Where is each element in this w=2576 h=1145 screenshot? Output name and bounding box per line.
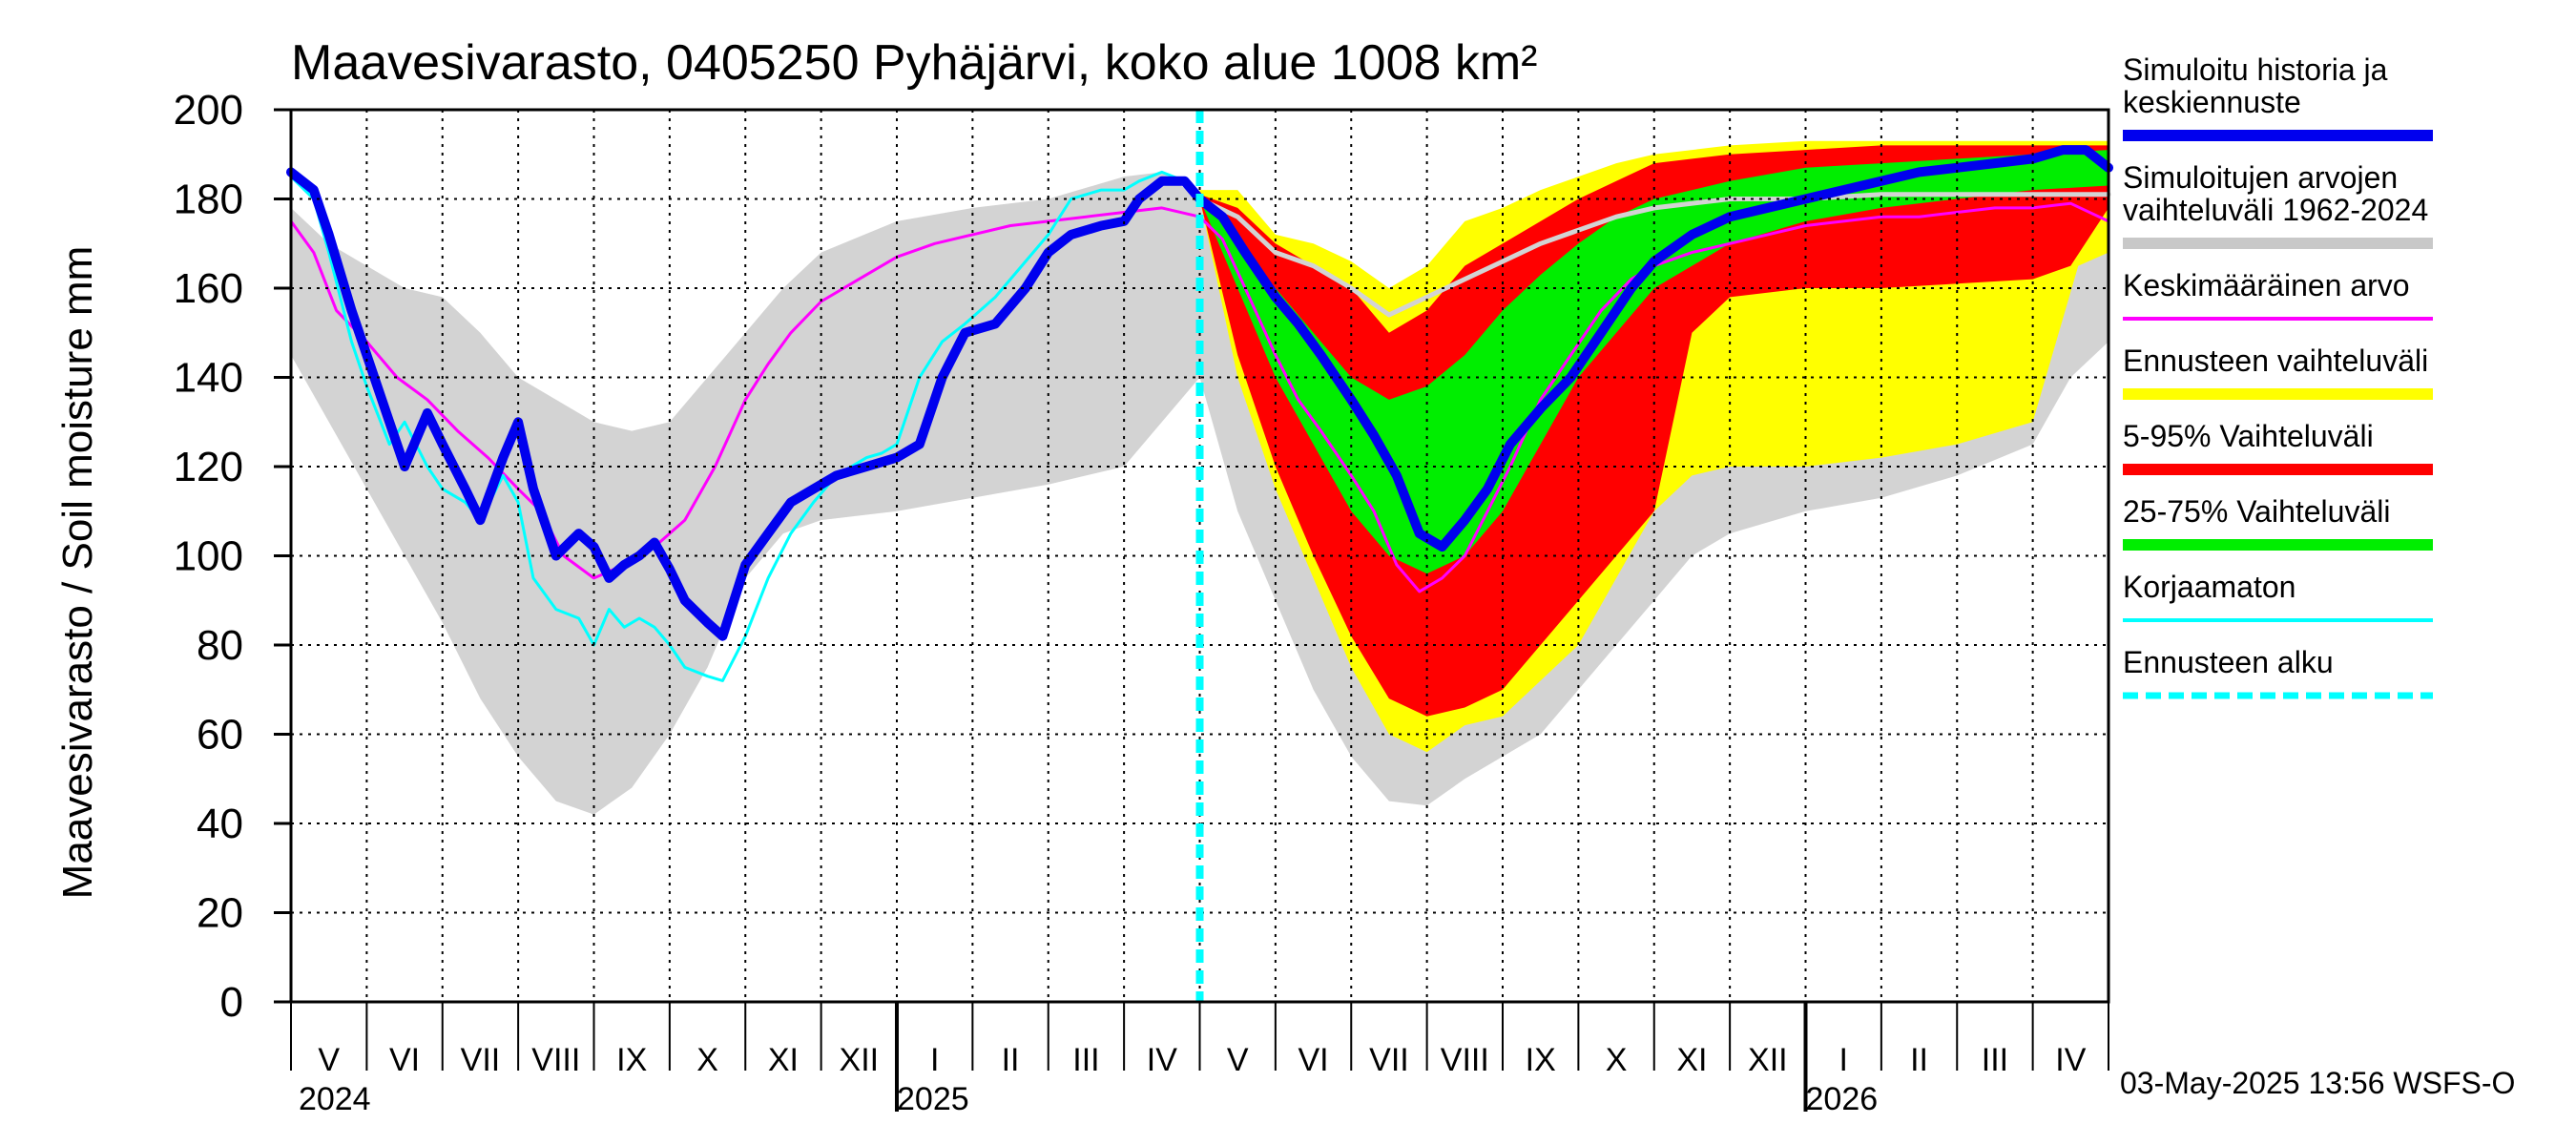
month-label: III	[1072, 1042, 1099, 1078]
ytick-label: 120	[174, 444, 243, 490]
year-label: 2026	[1806, 1081, 1879, 1117]
ytick-label: 0	[220, 979, 243, 1026]
ytick-label: 200	[174, 87, 243, 134]
grid-layer	[291, 110, 2109, 1002]
month-label: I	[930, 1042, 939, 1078]
month-label: V	[318, 1042, 340, 1078]
month-label: IX	[1526, 1042, 1556, 1078]
month-label: X	[696, 1042, 718, 1078]
month-label: III	[1982, 1042, 2008, 1078]
legend-label-fc: Ennusteen vaihteluväli	[2123, 344, 2428, 378]
month-label: II	[1910, 1042, 1928, 1078]
month-label: VI	[389, 1042, 420, 1078]
legend-label-mean: Keskimääräinen arvo	[2123, 268, 2410, 302]
ytick-label: 20	[197, 890, 243, 937]
legend-label-sim: Simuloitu historia ja	[2123, 52, 2388, 87]
year-label: 2025	[897, 1081, 969, 1117]
legend-label-p595: 5-95% Vaihteluväli	[2123, 419, 2374, 453]
month-label: X	[1606, 1042, 1628, 1078]
legend-label-sim: keskiennuste	[2123, 85, 2301, 119]
month-label: VI	[1298, 1042, 1329, 1078]
month-label: I	[1839, 1042, 1847, 1078]
uncorrected-line	[289, 170, 1201, 682]
month-label: XI	[1676, 1042, 1707, 1078]
month-label: VIII	[1441, 1042, 1489, 1078]
month-label: IV	[1147, 1042, 1177, 1078]
legend-label-p2575: 25-75% Vaihteluväli	[2123, 494, 2390, 529]
month-label: VIII	[531, 1042, 580, 1078]
simulated-line	[286, 145, 2113, 641]
historical-median-line	[1197, 192, 2111, 318]
month-label: VII	[1369, 1042, 1409, 1078]
ytick-label: 40	[197, 801, 243, 847]
legend-label-raw: Korjaamaton	[2123, 570, 2296, 604]
month-label: II	[1002, 1042, 1020, 1078]
p25-75-band	[1199, 150, 2109, 574]
lines-layer	[286, 145, 2113, 682]
ytick-label: 160	[174, 265, 243, 312]
chart-title: Maavesivarasto, 0405250 Pyhäjärvi, koko …	[291, 35, 1538, 91]
legend-label-start: Ennusteen alku	[2123, 645, 2334, 679]
y-axis-ticks: 0 20 40 60 80 100 120 140 160 180 200	[174, 87, 291, 1026]
legend-label-range: Simuloitujen arvojen	[2123, 160, 2398, 195]
month-label: XII	[1748, 1042, 1788, 1078]
ytick-label: 140	[174, 355, 243, 402]
ytick-label: 180	[174, 177, 243, 223]
month-label: XI	[768, 1042, 799, 1078]
ytick-label: 80	[197, 622, 243, 669]
month-label: XII	[840, 1042, 880, 1078]
month-label: IX	[616, 1042, 647, 1078]
legend-label-range: vaihteluväli 1962-2024	[2123, 193, 2428, 227]
ytick-label: 100	[174, 533, 243, 580]
ytick-label: 60	[197, 712, 243, 759]
footer-timestamp: 03-May-2025 13:56 WSFS-O	[2120, 1066, 2515, 1100]
month-label: IV	[2055, 1042, 2086, 1078]
y-axis-label: Maavesivarasto / Soil moisture mm	[54, 246, 101, 900]
x-axis: V VI VII VIII IX X XI XII I II III IV V VI VII VIII IX X X…	[290, 1000, 2109, 1117]
year-label: 2024	[299, 1081, 371, 1117]
month-label: V	[1227, 1042, 1249, 1078]
month-label: VII	[461, 1042, 501, 1078]
